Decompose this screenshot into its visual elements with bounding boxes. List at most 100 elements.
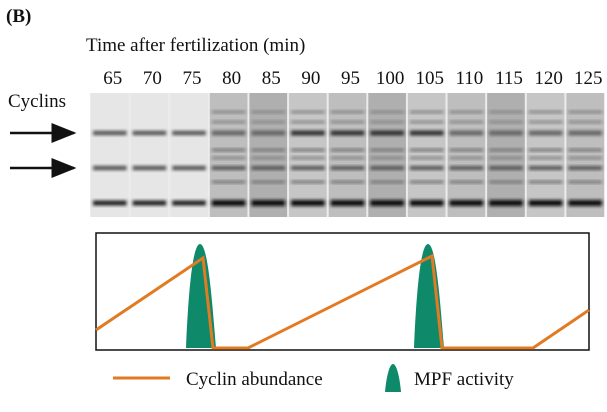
band bbox=[489, 156, 523, 160]
band bbox=[330, 166, 365, 170]
schematic-box bbox=[95, 232, 590, 351]
row-label: Cyclins bbox=[8, 91, 66, 112]
band bbox=[291, 166, 325, 170]
band bbox=[489, 110, 523, 114]
band bbox=[93, 200, 127, 206]
band bbox=[251, 148, 286, 152]
band bbox=[211, 156, 246, 160]
band bbox=[528, 200, 563, 206]
band bbox=[449, 110, 484, 114]
band bbox=[489, 166, 523, 170]
lane bbox=[368, 93, 406, 217]
lane-label: 85 bbox=[262, 68, 281, 89]
band bbox=[330, 120, 365, 124]
band bbox=[409, 156, 444, 160]
band bbox=[172, 200, 206, 206]
band bbox=[291, 120, 325, 124]
legend-swatch bbox=[385, 364, 401, 392]
band bbox=[211, 148, 246, 152]
lane bbox=[91, 93, 129, 217]
band bbox=[449, 130, 484, 136]
lane-label: 75 bbox=[183, 68, 202, 89]
band bbox=[370, 156, 404, 160]
lane-label: 80 bbox=[222, 68, 241, 89]
legend-text: Cyclin abundance bbox=[186, 369, 323, 390]
band bbox=[251, 180, 286, 184]
panel-label: (B) bbox=[6, 6, 31, 27]
band bbox=[449, 156, 484, 160]
band bbox=[291, 130, 325, 136]
band bbox=[528, 180, 563, 184]
band bbox=[528, 110, 563, 114]
lane-label: 120 bbox=[534, 68, 563, 89]
band bbox=[568, 180, 602, 184]
band bbox=[489, 180, 523, 184]
band bbox=[449, 120, 484, 124]
band bbox=[528, 156, 563, 160]
band bbox=[93, 130, 127, 136]
band bbox=[251, 110, 286, 114]
lane bbox=[447, 93, 486, 217]
band bbox=[172, 130, 206, 136]
band bbox=[211, 166, 246, 170]
band bbox=[568, 148, 602, 152]
lane-label: 95 bbox=[341, 68, 360, 89]
band bbox=[489, 200, 523, 206]
band bbox=[251, 156, 286, 160]
band bbox=[370, 166, 404, 170]
band bbox=[211, 200, 246, 206]
lane-label: 110 bbox=[455, 68, 483, 89]
band bbox=[291, 110, 325, 114]
band bbox=[330, 148, 365, 152]
band bbox=[370, 180, 404, 184]
band bbox=[528, 166, 563, 170]
band bbox=[291, 156, 325, 160]
lane bbox=[328, 93, 367, 217]
band bbox=[93, 165, 127, 171]
band bbox=[370, 110, 404, 114]
band bbox=[330, 156, 365, 160]
band bbox=[568, 156, 602, 160]
lane bbox=[289, 93, 327, 217]
lane bbox=[566, 93, 604, 217]
band bbox=[449, 180, 484, 184]
lane-label: 105 bbox=[415, 68, 444, 89]
band bbox=[568, 120, 602, 124]
band bbox=[409, 200, 444, 206]
band bbox=[528, 130, 563, 136]
lane-label: 70 bbox=[143, 68, 162, 89]
band bbox=[409, 130, 444, 136]
band bbox=[211, 110, 246, 114]
band bbox=[370, 120, 404, 124]
band bbox=[489, 148, 523, 152]
band bbox=[132, 130, 167, 136]
band bbox=[568, 200, 602, 206]
band bbox=[528, 148, 563, 152]
band bbox=[409, 166, 444, 170]
band bbox=[409, 120, 444, 124]
band bbox=[330, 130, 365, 136]
lane bbox=[487, 93, 525, 217]
band bbox=[489, 120, 523, 124]
band bbox=[528, 120, 563, 124]
band bbox=[211, 130, 246, 136]
band bbox=[449, 166, 484, 170]
lane bbox=[209, 93, 248, 217]
legend-text: MPF activity bbox=[414, 369, 514, 390]
lane-label: 90 bbox=[301, 68, 320, 89]
band bbox=[132, 165, 167, 171]
band bbox=[291, 148, 325, 152]
lane bbox=[407, 93, 446, 217]
band bbox=[330, 110, 365, 114]
band bbox=[251, 120, 286, 124]
cyclin-curve bbox=[95, 253, 590, 350]
band bbox=[370, 130, 404, 136]
mpf-peak bbox=[186, 244, 216, 348]
band bbox=[449, 200, 484, 206]
band bbox=[251, 166, 286, 170]
band bbox=[132, 200, 167, 206]
lane-label: 125 bbox=[574, 68, 603, 89]
band bbox=[409, 180, 444, 184]
lane-label: 65 bbox=[103, 68, 122, 89]
mpf-peak bbox=[414, 244, 444, 348]
